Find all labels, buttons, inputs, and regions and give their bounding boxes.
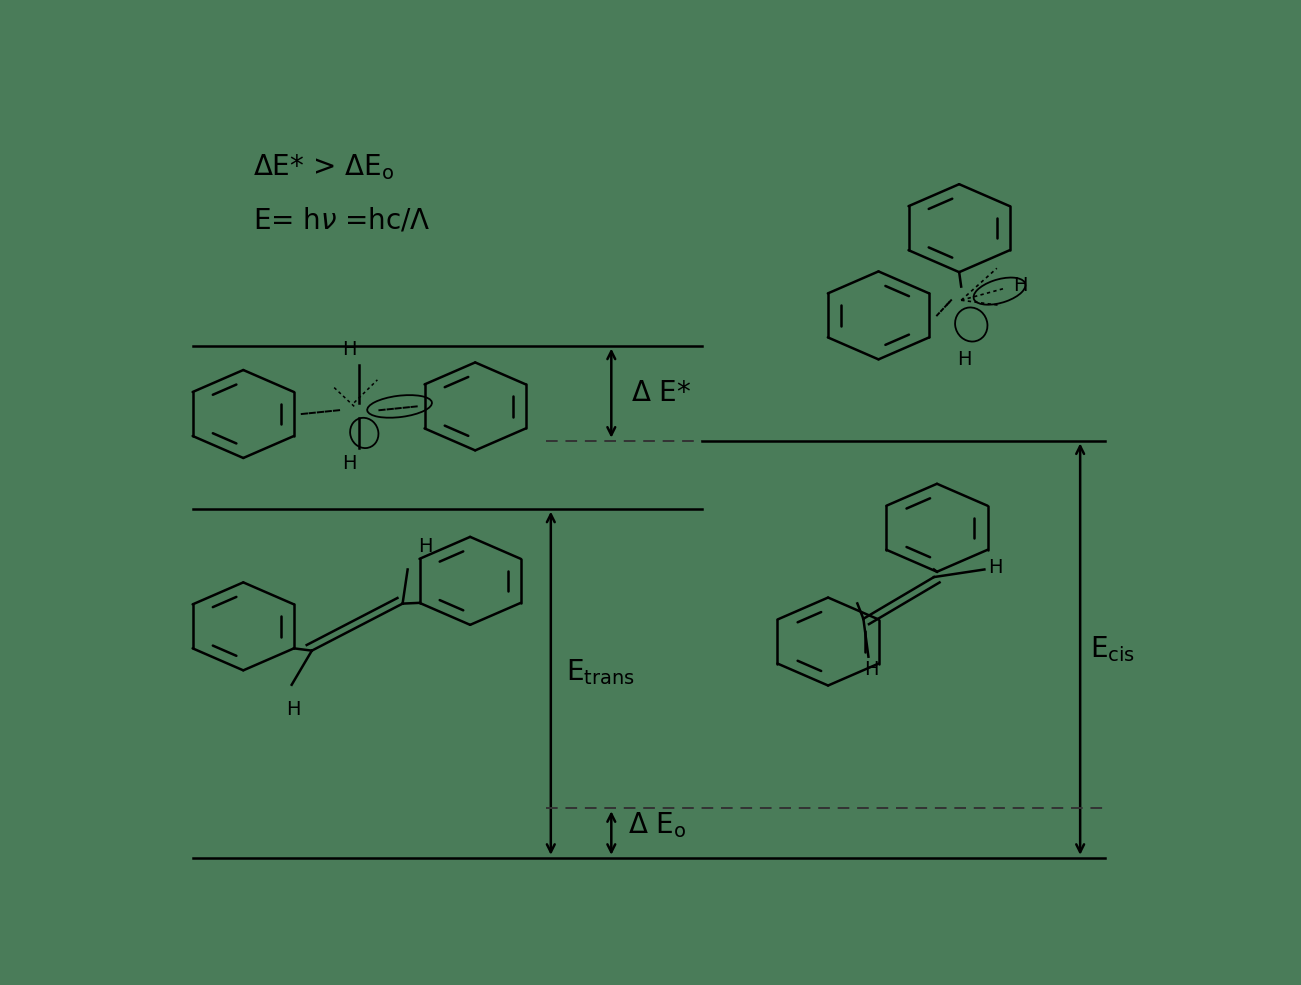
Text: E= h$\nu$ =hc/$\Lambda$: E= h$\nu$ =hc/$\Lambda$ (254, 207, 431, 234)
Text: H: H (989, 558, 1003, 577)
Text: H: H (958, 350, 972, 368)
Text: E$_\mathrm{cis}$: E$_\mathrm{cis}$ (1090, 634, 1136, 664)
Text: H: H (342, 340, 356, 359)
Text: H: H (286, 700, 301, 719)
Text: H: H (864, 661, 878, 680)
Text: $\Delta$ E$_\mathrm{o}$: $\Delta$ E$_\mathrm{o}$ (628, 811, 687, 840)
Text: $\Delta$E* > $\Delta$E$_\mathrm{o}$: $\Delta$E* > $\Delta$E$_\mathrm{o}$ (254, 153, 394, 182)
Text: H: H (1013, 276, 1028, 295)
Text: E$_\mathrm{trans}$: E$_\mathrm{trans}$ (566, 657, 635, 687)
Text: H: H (342, 454, 356, 473)
Text: $\Delta$ E*: $\Delta$ E* (631, 379, 692, 407)
Text: H: H (418, 537, 432, 556)
